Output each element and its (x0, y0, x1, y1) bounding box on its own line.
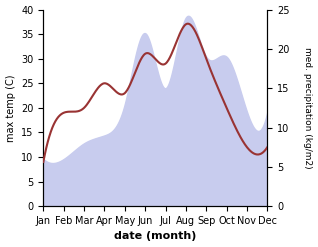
Y-axis label: max temp (C): max temp (C) (5, 74, 16, 142)
X-axis label: date (month): date (month) (114, 231, 197, 242)
Y-axis label: med. precipitation (kg/m2): med. precipitation (kg/m2) (303, 47, 313, 169)
